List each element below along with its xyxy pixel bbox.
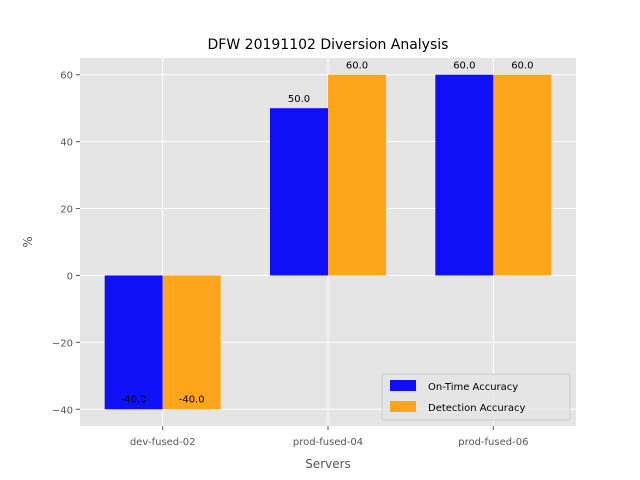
- bar-value-label: -40.0: [121, 394, 147, 405]
- bar-value-label: 50.0: [288, 94, 310, 105]
- x-tick-label: prod-fused-06: [458, 437, 528, 448]
- x-axis-label: Servers: [305, 457, 351, 471]
- y-tick-label: 60: [60, 71, 73, 82]
- y-tick-label: −20: [52, 338, 73, 349]
- legend: On-Time Accuracy Detection Accuracy: [381, 373, 571, 421]
- bar: [435, 74, 494, 276]
- bar-value-label: -40.0: [179, 394, 205, 405]
- y-tick-label: 20: [60, 205, 73, 216]
- bar-value-label: 60.0: [453, 61, 475, 72]
- bar-value-label: 60.0: [346, 61, 368, 72]
- x-axis-ticks: dev-fused-02 prod-fused-04 prod-fused-06: [130, 426, 528, 448]
- y-axis-ticks: −40 −20 0 20 40 60: [52, 71, 80, 416]
- legend-swatch-on-time: [390, 380, 416, 391]
- legend-label-detection: Detection Accuracy: [428, 403, 525, 414]
- bar: [328, 74, 386, 276]
- chart-title: DFW 20191102 Diversion Analysis: [208, 37, 449, 53]
- bar: [270, 108, 328, 276]
- y-tick-label: −40: [52, 405, 73, 416]
- y-tick-label: 0: [67, 271, 73, 282]
- legend-box: [381, 373, 571, 421]
- bar: [162, 275, 221, 410]
- data-labels: -40.0 50.0 60.0 -40.0 60.0 60.0: [121, 61, 534, 406]
- y-tick-label: 40: [60, 138, 73, 149]
- bars: [104, 74, 552, 410]
- bar-value-label: 60.0: [511, 61, 533, 72]
- bar: [493, 74, 552, 276]
- x-tick-label: prod-fused-04: [293, 437, 363, 448]
- x-tick-label: dev-fused-02: [130, 437, 196, 448]
- legend-swatch-detection: [390, 401, 416, 412]
- y-axis-label: %: [21, 236, 35, 247]
- bar: [104, 275, 163, 410]
- legend-label-on-time: On-Time Accuracy: [428, 382, 518, 393]
